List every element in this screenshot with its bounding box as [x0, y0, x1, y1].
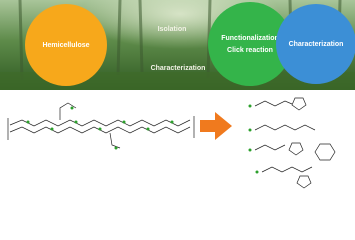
- substituent-dots: [26, 106, 174, 150]
- node-label: Characterization: [289, 41, 344, 48]
- characterization-circle: [276, 4, 355, 84]
- step-label: Isolation: [158, 26, 187, 33]
- hemicellulose-circle: [25, 4, 107, 86]
- graphical-abstract: Hemicellulose Isolation Characterization…: [0, 0, 355, 189]
- polymer-structure: [7, 102, 195, 149]
- node-label: Hemicellulose: [42, 42, 89, 49]
- product-structures: [254, 97, 336, 189]
- product-dots: [248, 104, 259, 174]
- click-circle: [208, 2, 292, 86]
- node-label: Click reaction: [227, 47, 273, 54]
- step-label: Characterization: [151, 65, 206, 72]
- node-label: Functionalization: [221, 35, 279, 42]
- arrow: [200, 112, 232, 140]
